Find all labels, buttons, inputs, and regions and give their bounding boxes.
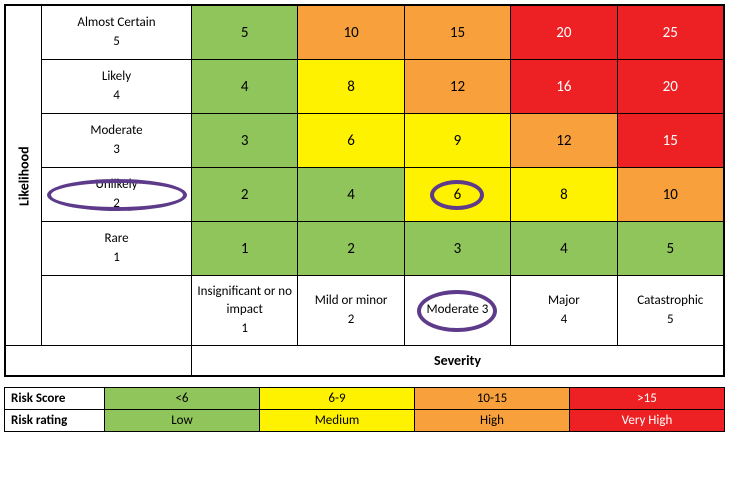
severity-col-number: 5 — [620, 311, 721, 329]
likelihood-axis-label: Likelihood — [6, 6, 42, 346]
risk-cell-value: 20 — [663, 78, 678, 96]
likelihood-row-label: Unlikely2 — [42, 168, 192, 222]
risk-cell: 16 — [511, 60, 617, 114]
risk-cell-value: 12 — [556, 132, 571, 150]
risk-cell-value: 25 — [663, 24, 678, 42]
risk-cell-value: 2 — [241, 186, 249, 204]
risk-cell: 2 — [298, 222, 404, 276]
risk-cell: 15 — [404, 6, 510, 60]
risk-cell: 15 — [617, 114, 723, 168]
legend-score-band: <6 — [105, 388, 260, 410]
blank-cell — [42, 276, 192, 346]
legend-rating-band: High — [415, 410, 570, 432]
likelihood-row-label: Rare1 — [42, 222, 192, 276]
risk-cell-value: 1 — [241, 240, 249, 258]
risk-cell-value: 10 — [343, 24, 358, 42]
risk-cell: 10 — [617, 168, 723, 222]
risk-cell: 6 — [298, 114, 404, 168]
risk-cell: 12 — [404, 60, 510, 114]
risk-cell-value: 5 — [666, 240, 674, 258]
risk-cell: 3 — [404, 222, 510, 276]
severity-col-label: Mild or minor2 — [298, 276, 404, 346]
risk-matrix-container: LikelihoodAlmost Certain5510152025Likely… — [4, 4, 725, 377]
risk-cell: 4 — [298, 168, 404, 222]
likelihood-row-number: 1 — [44, 249, 189, 267]
risk-cell-value: 8 — [560, 186, 568, 204]
legend-rating-band: Medium — [260, 410, 415, 432]
likelihood-row-name: Likely — [44, 68, 189, 86]
risk-cell-value: 12 — [450, 78, 465, 96]
severity-col-label: Insignificant or no impact1 — [192, 276, 298, 346]
likelihood-row-number: 5 — [44, 33, 189, 51]
legend-rating-band: Very High — [570, 410, 725, 432]
likelihood-row-name: Moderate — [44, 122, 189, 140]
legend-score-band: >15 — [570, 388, 725, 410]
severity-col-label: Moderate 3 — [404, 276, 510, 346]
severity-col-number: 2 — [300, 311, 401, 329]
likelihood-row-label: Likely4 — [42, 60, 192, 114]
severity-col-name: Mild or minor — [300, 292, 401, 310]
risk-cell: 6 — [404, 168, 510, 222]
legend-rating-band: Low — [105, 410, 260, 432]
risk-cell-value: 4 — [347, 186, 355, 204]
risk-cell-value: 15 — [663, 132, 678, 150]
risk-cell-value: 5 — [241, 24, 249, 42]
risk-cell-value: 4 — [241, 78, 249, 96]
likelihood-row-number: 4 — [44, 87, 189, 105]
risk-cell-value: 6 — [454, 186, 462, 204]
risk-cell-value: 2 — [347, 240, 355, 258]
severity-col-name: Catastrophic — [620, 292, 721, 310]
severity-col-label: Major4 — [511, 276, 617, 346]
risk-cell-value: 10 — [663, 186, 678, 204]
risk-cell-value: 6 — [347, 132, 355, 150]
risk-cell: 4 — [511, 222, 617, 276]
risk-cell: 10 — [298, 6, 404, 60]
severity-col-number: 1 — [194, 320, 295, 338]
risk-cell-value: 16 — [556, 78, 571, 96]
severity-axis-label: Severity — [192, 346, 724, 376]
severity-col-number: 4 — [513, 311, 614, 329]
risk-cell-value: 15 — [450, 24, 465, 42]
legend-score-band: 6-9 — [260, 388, 415, 410]
severity-col-name: Major — [513, 292, 614, 310]
legend-rating-label: Risk rating — [5, 410, 105, 432]
risk-cell: 3 — [192, 114, 298, 168]
severity-col-name: Moderate 3 — [407, 301, 508, 319]
likelihood-row-number: 3 — [44, 141, 189, 159]
risk-cell: 5 — [617, 222, 723, 276]
severity-col-label: Catastrophic5 — [617, 276, 723, 346]
risk-cell: 9 — [404, 114, 510, 168]
risk-matrix-table: LikelihoodAlmost Certain5510152025Likely… — [5, 5, 724, 376]
severity-col-name: Insignificant or no impact — [194, 283, 295, 319]
blank-cell — [6, 346, 192, 376]
risk-cell: 8 — [298, 60, 404, 114]
risk-cell: 2 — [192, 168, 298, 222]
risk-cell: 20 — [617, 60, 723, 114]
risk-cell-value: 20 — [556, 24, 571, 42]
risk-cell: 8 — [511, 168, 617, 222]
risk-cell-value: 8 — [347, 78, 355, 96]
risk-legend-table: Risk Score<66-910-15>15 Risk ratingLowMed… — [4, 387, 725, 432]
likelihood-row-name: Rare — [44, 230, 189, 248]
risk-cell: 1 — [192, 222, 298, 276]
risk-cell: 5 — [192, 6, 298, 60]
risk-cell: 20 — [511, 6, 617, 60]
risk-cell: 25 — [617, 6, 723, 60]
likelihood-row-name: Almost Certain — [44, 14, 189, 32]
likelihood-row-name: Unlikely — [44, 176, 189, 194]
legend-score-label: Risk Score — [5, 388, 105, 410]
risk-cell-value: 3 — [241, 132, 249, 150]
risk-cell-value: 4 — [560, 240, 568, 258]
risk-cell-value: 9 — [454, 132, 462, 150]
risk-cell-value: 3 — [454, 240, 462, 258]
risk-cell: 4 — [192, 60, 298, 114]
legend-score-band: 10-15 — [415, 388, 570, 410]
likelihood-row-label: Moderate3 — [42, 114, 192, 168]
likelihood-row-label: Almost Certain5 — [42, 6, 192, 60]
risk-cell: 12 — [511, 114, 617, 168]
likelihood-row-number: 2 — [44, 195, 189, 213]
